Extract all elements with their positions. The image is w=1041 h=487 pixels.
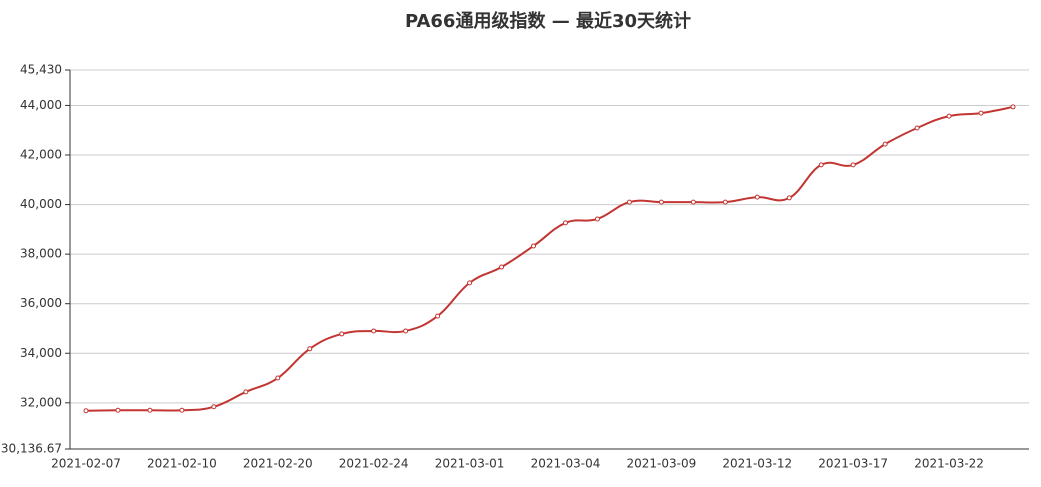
point: [818, 162, 824, 168]
point: [147, 407, 153, 413]
point: [339, 331, 345, 337]
point: [211, 404, 217, 410]
x-tick-label: 2021-03-12: [722, 457, 792, 471]
point: [978, 110, 984, 116]
x-tick-label: 2021-02-24: [339, 457, 409, 471]
line: [85, 105, 1014, 412]
y-tick-label: 44,000: [20, 98, 62, 112]
y-tick-label: 45,430: [20, 63, 62, 77]
point: [946, 113, 952, 119]
chart-title: PA66通用级指数 — 最近30天统计: [405, 10, 691, 32]
x-tick-label: 2021-02-20: [243, 457, 313, 471]
point: [658, 199, 664, 205]
point: [882, 141, 888, 147]
y-tick-label: 30,136.67: [1, 442, 62, 456]
x-tick-label: 2021-02-07: [51, 457, 121, 471]
point: [562, 220, 568, 226]
point: [594, 216, 600, 222]
point: [499, 264, 505, 270]
x-tick-label: 2021-03-22: [914, 457, 984, 471]
point: [403, 328, 409, 334]
point: [467, 280, 473, 286]
point: [531, 243, 537, 249]
y-tick-label: 36,000: [20, 296, 62, 310]
point: [690, 199, 696, 205]
y-tick-label: 42,000: [20, 148, 62, 162]
point: [83, 408, 89, 414]
y-tick-label: 32,000: [20, 395, 62, 409]
x-tick-label: 2021-02-10: [147, 457, 217, 471]
point: [626, 199, 632, 205]
point: [754, 194, 760, 200]
point: [850, 162, 856, 168]
x-tick-label: 2021-03-17: [818, 457, 888, 471]
point: [1010, 104, 1016, 110]
point: [914, 125, 920, 131]
point: [115, 407, 121, 413]
point: [722, 199, 728, 205]
point: [786, 195, 792, 201]
y-tick-label: 34,000: [20, 346, 62, 360]
point: [435, 313, 441, 319]
y-tick-label: 40,000: [20, 197, 62, 211]
point: [275, 375, 281, 381]
point: [179, 407, 185, 413]
x-tick-label: 2021-03-09: [627, 457, 697, 471]
point: [371, 328, 377, 334]
x-tick-label: 2021-03-01: [435, 457, 505, 471]
x-tick-label: 2021-03-04: [531, 457, 601, 471]
point: [307, 346, 313, 352]
point: [243, 389, 249, 395]
y-tick-label: 38,000: [20, 247, 62, 261]
